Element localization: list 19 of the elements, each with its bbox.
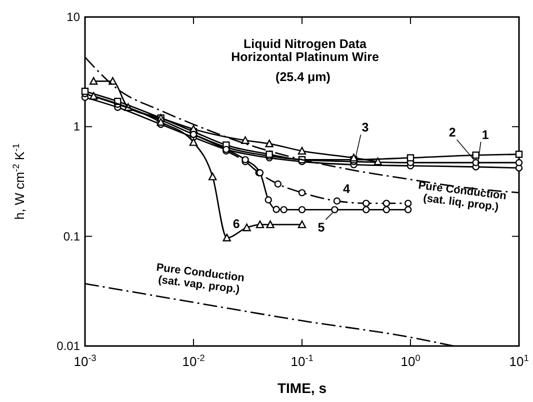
x-tick-label: 10$^{1}$ <box>509 353 529 369</box>
x-tick-label: 10$^{0}$ <box>400 353 420 369</box>
y-tick-label: 0.1 <box>63 229 80 244</box>
y-tick-label: 1 <box>73 120 80 134</box>
y-tick-label: 0.01 <box>56 339 80 353</box>
annotation: Pure Conduction (sat. vap. prop.) <box>156 262 246 296</box>
x-tick-label: 10$^{-3}$ <box>74 353 96 369</box>
text: Liquid Nitrogen Data Horizontal Platinum Wire (25.4 μm) <box>231 37 379 84</box>
x-tick-label: 10$^{-1}$ <box>290 353 314 369</box>
y-tick-label: 10 <box>66 10 80 24</box>
series-label: 4 <box>342 182 350 196</box>
x-axis-title: TIME, s <box>277 380 327 396</box>
series-label: 6 <box>232 216 240 231</box>
x-tick-label: 10$^{-2}$ <box>182 353 205 369</box>
series-label: 2 <box>448 126 456 140</box>
annotation: Pure Conduction (sat. liq. prop.) <box>418 180 508 214</box>
series-label: 5 <box>318 220 325 235</box>
legend-label: 1 <box>482 128 489 142</box>
series-label: 3 <box>362 120 369 135</box>
